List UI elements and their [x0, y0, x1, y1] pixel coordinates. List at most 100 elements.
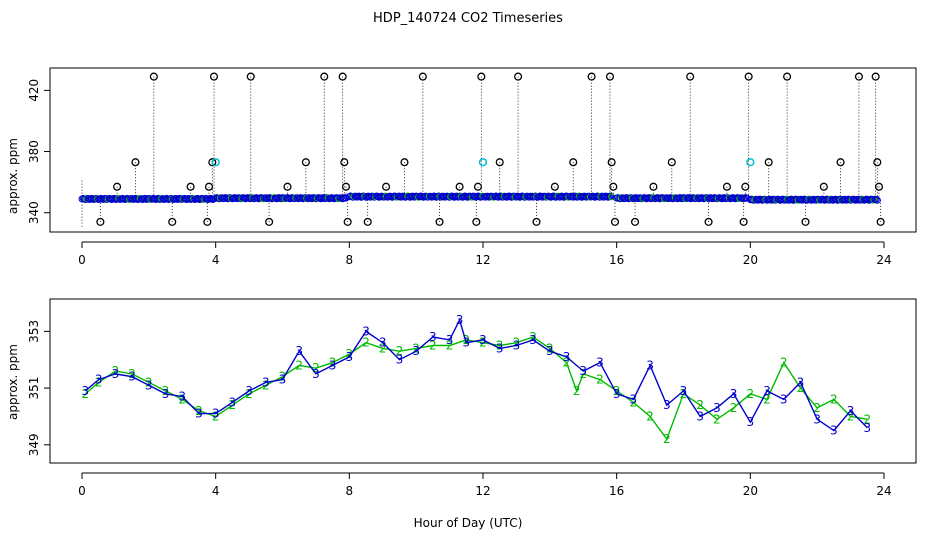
series-point-label: 3 — [329, 358, 337, 372]
outlier-point — [605, 72, 615, 81]
x-axis-label: Hour of Day (UTC) — [414, 516, 523, 530]
series-point-label: 3 — [479, 333, 487, 347]
series-point-label: 2 — [496, 339, 504, 353]
outlier-point — [209, 72, 219, 81]
outlier-point — [477, 72, 486, 81]
outlier-point — [874, 182, 884, 191]
top-panel-ylabel: approx. ppm — [6, 138, 20, 214]
series-point-label: 2 — [112, 364, 120, 378]
series-point-label: 2 — [262, 378, 270, 392]
series-point-label: 3 — [713, 401, 721, 415]
series-point-label: 2 — [596, 373, 604, 387]
series-point-label: 2 — [446, 339, 454, 353]
outlier-point — [473, 182, 483, 191]
series-point-label: 3 — [262, 375, 270, 389]
x-tick-label: 8 — [346, 253, 354, 267]
outlier-point — [265, 217, 274, 226]
series-point-label: 2 — [513, 336, 521, 350]
series-point-label: 2 — [479, 336, 487, 350]
bottom-panel-x-axis: 0 4 8 12 16 20 24 — [78, 472, 892, 498]
series-point-label: 3 — [630, 392, 638, 406]
y-tick-label: 380 — [27, 140, 41, 163]
series-point-label: 3 — [496, 341, 504, 355]
figure-title: HDP_140724 CO2 Timeseries — [373, 11, 563, 26]
outlier-point — [301, 158, 310, 167]
outlier-point — [343, 217, 352, 226]
highlight-point — [211, 158, 220, 167]
series-point-label: 3 — [780, 392, 788, 406]
series-point-label: 3 — [195, 407, 203, 421]
series-point-label: 2 — [412, 341, 420, 355]
outlier-point — [783, 72, 792, 81]
outlier-point — [131, 158, 140, 167]
series-point-label: 3 — [112, 367, 120, 381]
outlier-point — [208, 158, 217, 167]
series-point-label: 3 — [797, 375, 805, 389]
series-point-label: 3 — [563, 350, 571, 364]
x-tick-label: 12 — [475, 484, 490, 498]
series-point-label: 3 — [747, 415, 755, 429]
series-point-label: 2 — [780, 356, 788, 370]
outlier-point — [532, 217, 541, 226]
series-point-label: 3 — [863, 421, 871, 435]
outlier-point — [667, 158, 676, 167]
series-point-label: 2 — [312, 361, 320, 375]
outlier-point — [569, 158, 578, 167]
outlier-point — [113, 182, 122, 191]
baseline-segment — [746, 195, 881, 204]
y-tick-label: 340 — [27, 201, 41, 224]
highlight-point — [746, 158, 755, 167]
baseline-segment — [212, 194, 350, 203]
outlier-point — [338, 72, 347, 81]
series-point-label: 2 — [529, 330, 537, 344]
outlier-point — [341, 182, 351, 191]
series-point-label: 2 — [346, 347, 354, 361]
outlier-point — [382, 182, 391, 191]
outlier-point — [836, 158, 845, 167]
y-tick-label: 351 — [27, 377, 41, 400]
series-point-label: 3 — [82, 384, 90, 398]
series-point-label: 2 — [128, 367, 136, 381]
x-tick-label: 20 — [743, 484, 758, 498]
series-point-label: 2 — [162, 384, 170, 398]
series-point-label: 2 — [229, 398, 237, 412]
x-tick-label: 24 — [876, 253, 891, 267]
outlier-point — [873, 158, 882, 167]
series-point-label: 2 — [145, 375, 153, 389]
series-point-label: 3 — [178, 390, 186, 404]
series-point-label: 3 — [646, 358, 654, 372]
series-point-label: 3 — [346, 350, 354, 364]
series-point-label: 2 — [212, 409, 220, 423]
series-point-label: 3 — [312, 367, 320, 381]
series-point-label: 3 — [162, 387, 170, 401]
series-point-label: 2 — [763, 392, 771, 406]
series-line — [84, 336, 868, 441]
outlier-point — [363, 217, 372, 226]
outlier-point — [819, 182, 828, 191]
series-point-label: 2 — [195, 404, 203, 418]
series-point-label: 3 — [847, 404, 855, 418]
outlier-point — [204, 182, 214, 191]
series-point-label: 3 — [813, 412, 821, 426]
series-point-label: 2 — [329, 356, 337, 370]
bottom-panel-frame — [49, 298, 917, 464]
series-point-label: 3 — [596, 356, 604, 370]
series-point-label: 3 — [529, 333, 537, 347]
series-point-label: 2 — [730, 401, 738, 415]
outlier-point — [550, 182, 559, 191]
y-tick-label: 349 — [27, 433, 41, 456]
series-point-label: 2 — [830, 392, 838, 406]
top-panel-frame — [49, 67, 917, 233]
series-point-label: 3 — [229, 395, 237, 409]
outlier-point — [607, 158, 616, 167]
baseline-point — [873, 196, 881, 204]
outlier-point — [871, 72, 880, 81]
series-point-label: 2 — [295, 358, 303, 372]
top-panel-outlier-points — [96, 72, 885, 226]
series-point-label: 3 — [546, 344, 554, 358]
outlier-point — [741, 182, 750, 191]
series-point-label: 3 — [730, 387, 738, 401]
outlier-point — [435, 217, 444, 226]
